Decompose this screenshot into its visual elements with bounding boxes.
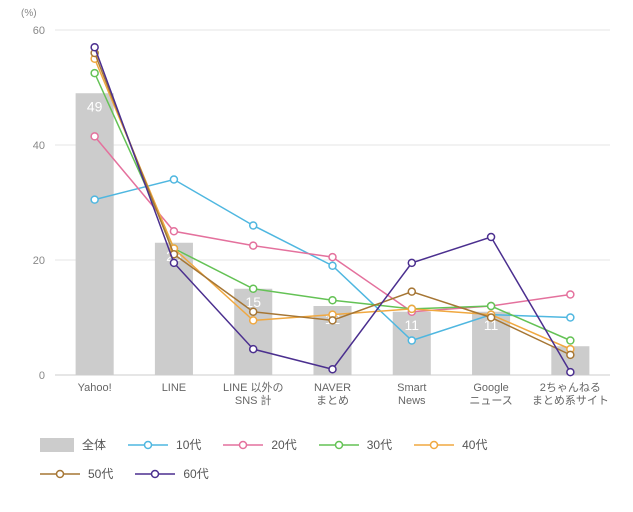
legend-line-item: 50代 [40,465,113,482]
legend-line-item: 30代 [319,436,392,453]
series-marker [329,317,336,324]
category-label: ニュース [469,395,512,407]
series-marker [488,234,495,241]
bar-value-label: 49 [87,98,103,114]
series-marker [408,288,415,295]
series-marker [170,228,177,235]
series-marker [567,314,574,321]
legend-line-item: 10代 [128,436,201,453]
category-label: LINE [162,382,186,394]
category-label: SNS 計 [235,393,272,407]
series-marker [250,346,257,353]
series-marker [91,70,98,77]
series-marker [250,285,257,292]
series-marker [488,314,495,321]
svg-text:40: 40 [33,140,45,152]
series-marker [170,259,177,266]
category-label: News [398,395,426,407]
category-label: Yahoo! [78,382,112,394]
category-label: Smart [397,382,426,394]
series-marker [170,176,177,183]
legend-line-swatch [135,467,175,481]
series-marker [250,308,257,315]
svg-text:60: 60 [33,25,45,37]
series-marker [250,317,257,324]
legend-bar-item: 全体 [40,436,106,453]
svg-text:0: 0 [39,370,45,382]
chart-svg: (%)0204060492315121111Yahoo!LINELINE 以外の… [0,0,633,420]
legend-line-label: 10代 [176,436,201,453]
legend-line-label: 60代 [183,465,208,482]
legend-line-swatch [40,467,80,481]
chart-container: (%)0204060492315121111Yahoo!LINELINE 以外の… [0,0,633,512]
category-label: Google [473,382,508,394]
series-marker [567,291,574,298]
svg-text:20: 20 [33,255,45,267]
legend-line-swatch [319,438,359,452]
series-marker [250,242,257,249]
series-marker [408,337,415,344]
bar-value-label: 11 [405,317,420,333]
series-marker [91,196,98,203]
legend-line-label: 20代 [271,436,296,453]
legend-line-swatch [128,438,168,452]
category-label: まとめ [316,394,349,407]
series-marker [567,337,574,344]
series-marker [329,297,336,304]
legend-line-item: 60代 [135,465,208,482]
category-label: LINE 以外の [223,381,284,394]
legend-line-swatch [414,438,454,452]
series-marker [91,133,98,140]
category-label: まとめ系サイト [532,394,609,407]
svg-text:(%): (%) [21,8,37,19]
series-marker [329,366,336,373]
legend-line-item: 20代 [223,436,296,453]
legend-bar-swatch [40,438,74,452]
legend-line-label: 50代 [88,465,113,482]
series-marker [250,222,257,229]
series-marker [567,351,574,358]
series-marker [488,303,495,310]
series-marker [329,254,336,261]
series-marker [408,259,415,266]
category-label: 2ちゃんねる [540,381,601,394]
legend: 全体 10代 20代 30代 40代 50代 60代 [0,420,633,488]
legend-bar-label: 全体 [82,436,106,453]
series-marker [408,305,415,312]
legend-line-label: 30代 [367,436,392,453]
legend-line-swatch [223,438,263,452]
legend-line-label: 40代 [462,436,487,453]
series-marker [329,262,336,269]
category-label: NAVER [314,382,351,394]
series-marker [91,44,98,51]
series-marker [567,369,574,376]
legend-line-item: 40代 [414,436,487,453]
